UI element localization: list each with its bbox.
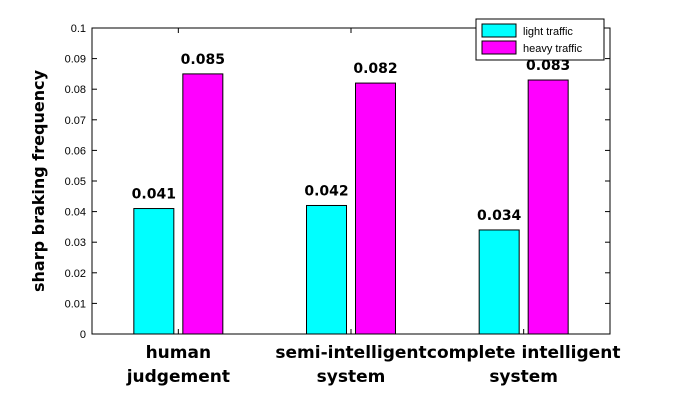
legend-swatch: [481, 40, 517, 55]
y-tick-label: 0.08: [65, 84, 86, 96]
data-label: 0.034: [477, 208, 522, 224]
legend: light traffic heavy traffic: [475, 18, 605, 61]
axes: 0 0.01 0.02 0.03 0.04 0.05 0.06 0.07 0.08 0.09 0.1…: [29, 23, 620, 387]
y-tick-label: 0.03: [65, 237, 86, 249]
y-tick-label: 0.04: [65, 207, 86, 219]
data-label: 0.042: [304, 183, 348, 199]
data-labels: 0.041 0.085 0.042 0.082 0.034 0.083: [132, 52, 571, 224]
category-label: system: [317, 367, 386, 387]
legend-label: light traffic: [523, 26, 573, 38]
legend-label: heavy traffic: [523, 43, 583, 55]
category-label: judgement: [126, 367, 230, 387]
y-tick-label: 0.09: [65, 54, 86, 66]
bar-light-traffic: [478, 229, 520, 335]
data-label: 0.041: [132, 187, 176, 203]
category-label: semi-intelligent: [275, 343, 426, 363]
y-tick-label: 0.1: [71, 23, 86, 35]
y-tick-label: 0.06: [65, 145, 86, 157]
legend-swatch: [481, 23, 517, 38]
data-label: 0.082: [353, 61, 397, 77]
category-label: complete intelligent: [427, 343, 621, 363]
bar-heavy-traffic: [182, 73, 224, 335]
bar-heavy-traffic: [527, 79, 569, 335]
y-tick-label: 0.05: [65, 176, 86, 188]
y-tick-label: 0.02: [65, 268, 86, 280]
y-tick-label: 0: [80, 329, 86, 341]
data-label: 0.083: [526, 58, 570, 74]
bar-light-traffic: [133, 208, 175, 335]
y-tick-label: 0.07: [65, 115, 86, 127]
category-label: human: [146, 343, 212, 363]
data-label: 0.085: [181, 52, 225, 68]
bar-light-traffic: [306, 204, 347, 335]
category-label: system: [489, 367, 558, 387]
y-tick-label: 0.01: [65, 298, 86, 310]
y-axis-label: sharp braking frequency: [29, 69, 48, 292]
bar-heavy-traffic: [355, 82, 396, 335]
bars: [133, 73, 569, 335]
